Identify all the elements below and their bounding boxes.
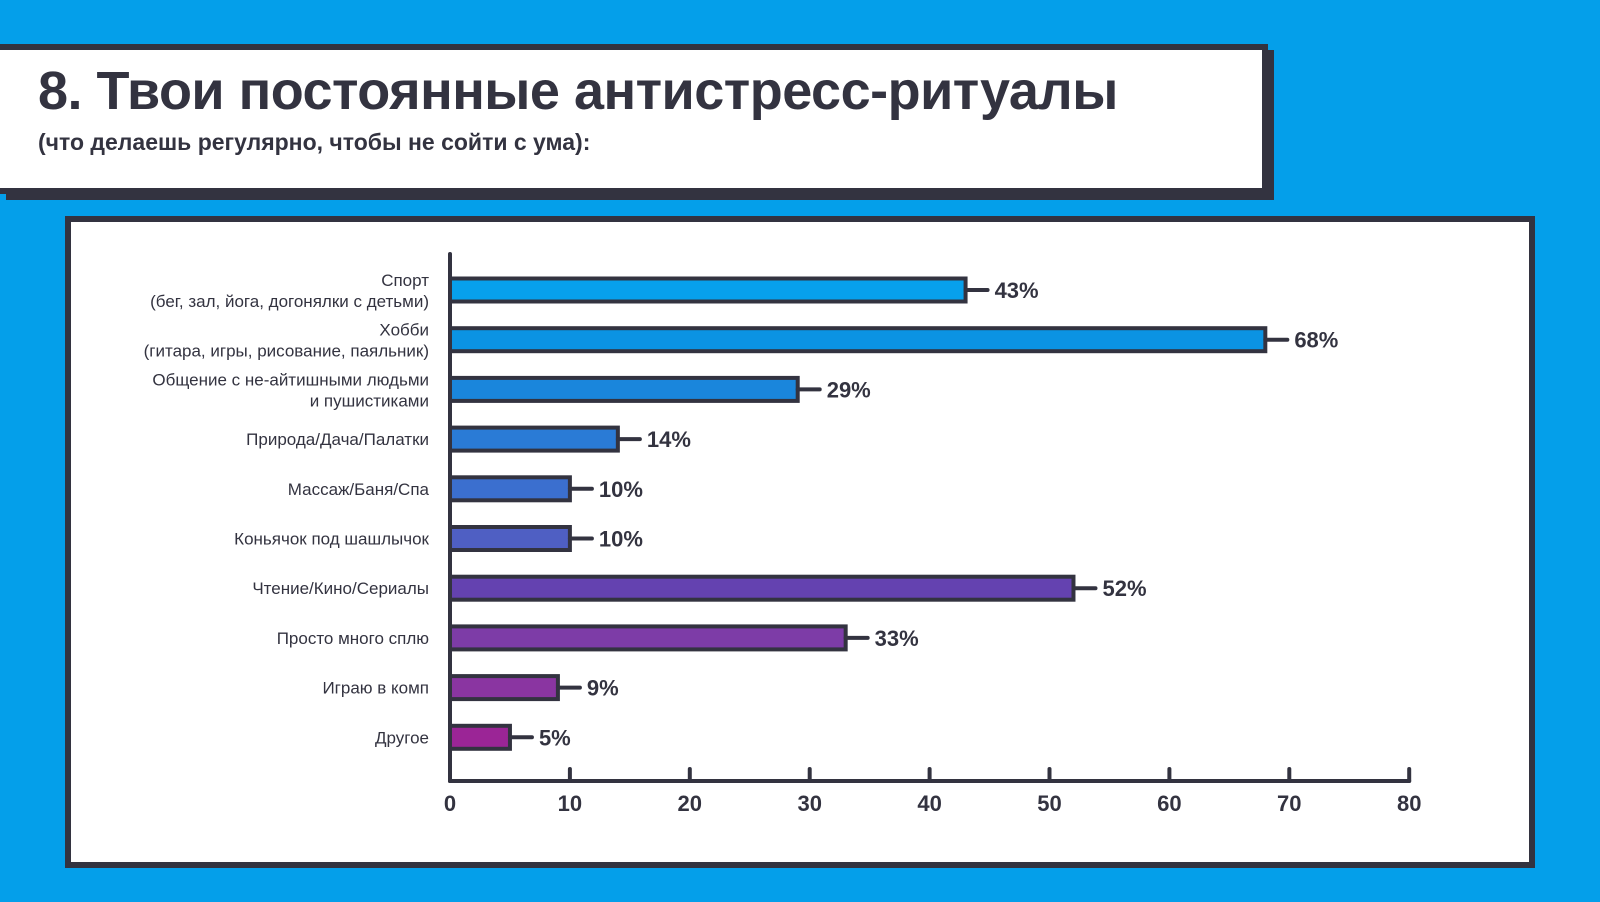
category-label-line: Природа/Дача/Палатки [246, 430, 429, 449]
category-label: Чтение/Кино/Сериалы [252, 579, 429, 598]
category-label-line: Общение с не-айтишными людьми [152, 370, 429, 389]
category-label-line: Спорт [381, 271, 429, 290]
category-label-line: (гитара, игры, рисование, паяльник) [144, 342, 429, 361]
category-label-line: Другое [375, 728, 429, 747]
category-label-line: Коньячок под шашлычок [234, 530, 429, 549]
data-label: 29% [827, 377, 871, 402]
x-tick-label: 60 [1157, 791, 1181, 816]
bars-group: 43% Спорт (бег, зал, йога, догонялки с дет… [144, 271, 1338, 751]
x-tick-label: 80 [1397, 791, 1421, 816]
category-label: Массаж/Баня/Спа [288, 480, 430, 499]
data-label: 68% [1294, 328, 1338, 353]
bar [448, 624, 848, 652]
data-label: 33% [875, 626, 919, 651]
data-label: 5% [539, 725, 571, 750]
category-label-line: (бег, зал, йога, догонялки с детьми) [150, 292, 429, 311]
category-label: Играю в комп [322, 679, 429, 698]
category-label: Другое [375, 728, 429, 747]
bar-chart: 43% Спорт (бег, зал, йога, догонялки с дет… [144, 252, 1421, 816]
bar [448, 276, 968, 304]
category-label-line: Чтение/Кино/Сериалы [252, 579, 429, 598]
bar [448, 574, 1076, 602]
category-label-line: Играю в комп [322, 679, 429, 698]
data-label: 43% [995, 278, 1039, 303]
data-label: 10% [599, 477, 643, 502]
category-label: Природа/Дача/Палатки [246, 430, 429, 449]
category-label: Спорт (бег, зал, йога, догонялки с детьми… [150, 271, 429, 311]
x-tick-label: 30 [797, 791, 821, 816]
title-card: 8. Твои постоянные антистресс-ритуалы (ч… [0, 44, 1268, 194]
data-label: 10% [599, 527, 643, 552]
category-label-line: Просто много сплю [277, 629, 430, 648]
chart-card: 43% Спорт (бег, зал, йога, догонялки с дет… [65, 216, 1535, 868]
category-label-line: Хобби [379, 321, 429, 340]
x-tick-label: 0 [444, 791, 456, 816]
category-label: Хобби (гитара, игры, рисование, паяльник) [144, 321, 429, 361]
x-axis: 0 10 20 30 40 50 60 70 80 [444, 252, 1421, 816]
bar [448, 723, 512, 751]
data-label: 52% [1102, 576, 1146, 601]
bar [448, 375, 800, 403]
bar [448, 425, 620, 453]
category-label: Просто много сплю [277, 629, 430, 648]
x-tick-label: 40 [917, 791, 941, 816]
x-tick-label: 10 [558, 791, 582, 816]
bar [448, 674, 560, 702]
data-label: 9% [587, 676, 619, 701]
bar [448, 326, 1268, 354]
bar [448, 475, 572, 503]
x-tick-label: 50 [1037, 791, 1061, 816]
data-label: 14% [647, 427, 691, 452]
bar [448, 525, 572, 552]
page-title: 8. Твои постоянные антистресс-ритуалы [38, 61, 1118, 121]
page-subtitle: (что делаешь регулярно, чтобы не сойти с… [38, 129, 591, 155]
x-tick-label: 20 [678, 791, 702, 816]
category-label: Общение с не-айтишными людьми и пушистика… [152, 370, 429, 410]
category-label: Коньячок под шашлычок [234, 530, 429, 549]
category-label-line: Массаж/Баня/Спа [288, 480, 430, 499]
x-tick-label: 70 [1277, 791, 1301, 816]
category-label-line: и пушистиками [310, 391, 429, 410]
